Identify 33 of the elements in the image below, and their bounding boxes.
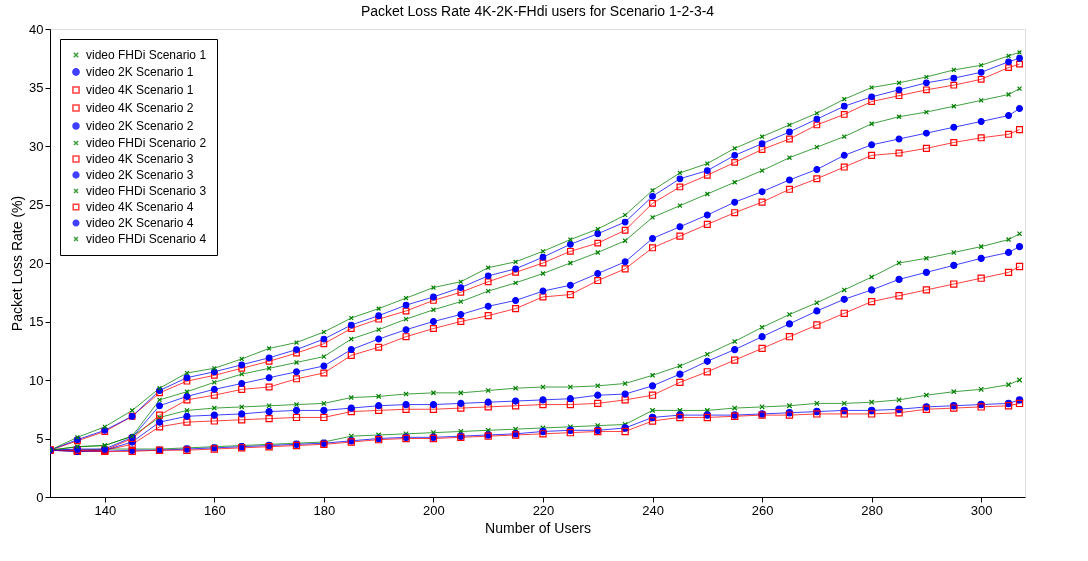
x-tick-label: 260 xyxy=(751,502,774,518)
legend-label: video 2K Scenario 4 xyxy=(86,216,194,230)
x-tick-label: 180 xyxy=(313,502,336,518)
legend-label: video 4K Scenario 4 xyxy=(86,200,194,214)
legend-label: video FHDi Scenario 4 xyxy=(86,232,207,246)
legend-label: video 2K Scenario 1 xyxy=(86,65,194,79)
x-tick-label: 240 xyxy=(642,502,664,518)
x-axis-title: Number of Users xyxy=(485,519,591,536)
y-tick-label: 10 xyxy=(29,372,44,388)
legend-label: video FHDi Scenario 2 xyxy=(86,136,207,150)
y-tick-label: 20 xyxy=(29,255,44,271)
legend-label: video 2K Scenario 2 xyxy=(86,119,194,133)
y-tick-label: 40 xyxy=(29,21,44,37)
y-tick-label: 0 xyxy=(36,489,44,505)
x-tick-label: 200 xyxy=(423,502,445,518)
x-tick-label: 300 xyxy=(970,502,993,518)
x-tick-label: 220 xyxy=(532,502,555,518)
y-tick-label: 30 xyxy=(29,138,44,154)
y-tick-label: 5 xyxy=(36,431,44,446)
legend-label: video FHDi Scenario 1 xyxy=(86,48,207,62)
x-tick-label: 280 xyxy=(861,502,883,518)
y-axis-title: Packet Loss Rate (%) xyxy=(9,195,26,332)
chart-title: Packet Loss Rate 4K-2K-FHdi users for Scenario 1-2-3-4 xyxy=(360,3,715,19)
y-tick-label: 15 xyxy=(29,314,44,329)
x-tick-label: 160 xyxy=(203,502,226,518)
legend-label: video 4K Scenario 3 xyxy=(86,152,194,166)
legend-label: video 2K Scenario 3 xyxy=(86,168,194,182)
y-tick-label: 35 xyxy=(29,80,44,95)
x-tick-label: 140 xyxy=(94,502,117,518)
legend-label: video FHDi Scenario 3 xyxy=(86,184,207,198)
legend-label: video 4K Scenario 1 xyxy=(86,83,194,97)
y-tick-label: 25 xyxy=(29,197,44,212)
legend-label: video 4K Scenario 2 xyxy=(86,101,194,115)
